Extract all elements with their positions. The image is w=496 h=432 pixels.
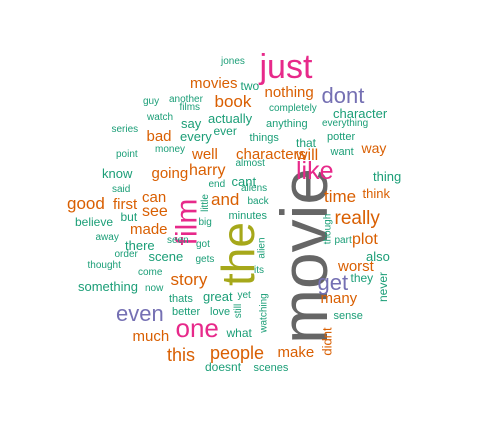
word-one: one xyxy=(175,313,219,343)
word-well: well xyxy=(192,145,218,163)
word-harry: harry xyxy=(189,162,226,179)
word-know: know xyxy=(102,165,133,181)
word-that: that xyxy=(296,136,317,150)
word-see: see xyxy=(142,203,168,220)
word-made: made xyxy=(130,220,168,238)
word-money: money xyxy=(155,144,186,155)
word-got: got xyxy=(196,239,210,250)
word-anything: anything xyxy=(266,117,308,130)
word-can: can xyxy=(142,188,167,206)
word-still: still xyxy=(233,303,245,319)
word-point: point xyxy=(116,149,138,160)
word-movies: movies xyxy=(190,74,238,92)
word-even: even xyxy=(116,301,164,326)
word-yet: yet xyxy=(237,290,251,301)
word-they: they xyxy=(350,271,374,285)
word-also: also xyxy=(366,248,390,264)
word-guy: guy xyxy=(143,96,160,107)
word-going: going xyxy=(151,164,189,182)
word-dont: dont xyxy=(321,83,365,108)
word-jones: jones xyxy=(221,56,245,67)
word-book: book xyxy=(214,91,252,111)
word-actually: actually xyxy=(208,110,253,126)
word-everything: everything xyxy=(322,118,369,129)
word-really: really xyxy=(334,207,380,229)
word-people: people xyxy=(210,343,265,363)
word-get: get xyxy=(317,270,349,295)
word-scene: scene xyxy=(148,248,184,264)
word-almost: almost xyxy=(235,158,265,169)
word-things: things xyxy=(249,131,279,144)
word-want: want xyxy=(330,145,354,158)
word-better: better xyxy=(172,305,201,318)
word-love: love xyxy=(210,305,231,318)
word-like: like xyxy=(296,156,334,185)
word-there: there xyxy=(125,237,155,253)
word-said: said xyxy=(112,184,131,195)
word-what: what xyxy=(226,326,252,340)
word-two: two xyxy=(240,79,260,93)
word-this: this xyxy=(167,345,196,365)
word-thats: thats xyxy=(169,292,193,305)
word-will: will xyxy=(296,147,319,164)
word-completely: completely xyxy=(269,103,317,114)
word-watch: watch xyxy=(147,112,174,123)
word-never: never xyxy=(376,271,391,303)
word-another: another xyxy=(169,94,203,105)
word-plot: plot xyxy=(352,231,378,248)
word-doesnt: doesnt xyxy=(205,360,242,374)
word-much: much xyxy=(132,327,170,345)
word-potter: potter xyxy=(327,130,356,143)
word-end: end xyxy=(208,179,226,190)
word-many: many xyxy=(320,289,358,307)
word-just: just xyxy=(259,48,313,86)
word-time: time xyxy=(324,186,357,206)
word-thought: thought xyxy=(87,260,121,271)
word-something: something xyxy=(78,278,138,294)
word-back: back xyxy=(247,196,269,207)
word-bad: bad xyxy=(146,127,172,145)
word-come: come xyxy=(138,267,163,278)
word-big: big xyxy=(198,217,212,228)
word-first: first xyxy=(113,195,138,213)
word-believe: believe xyxy=(75,215,114,229)
word-films: films xyxy=(179,102,201,113)
word-alien: alien xyxy=(256,237,268,259)
word-character: character xyxy=(333,105,388,121)
word-away: away xyxy=(95,232,119,243)
word-and: and xyxy=(211,189,240,209)
word-watching: watching xyxy=(258,293,270,333)
word-gets: gets xyxy=(195,254,215,265)
word-but: but xyxy=(120,210,138,224)
word-good: good xyxy=(67,193,105,213)
word-great: great xyxy=(203,288,233,304)
word-way: way xyxy=(361,140,387,156)
word-think: think xyxy=(362,185,390,201)
word-the: the xyxy=(211,222,264,286)
word-didnt: didnt xyxy=(319,326,335,356)
word-story: story xyxy=(170,269,208,289)
word-little: little xyxy=(199,194,211,212)
word-ever: ever xyxy=(213,124,237,138)
word-thing: thing xyxy=(373,168,402,184)
word-though: though xyxy=(321,213,333,245)
word-every: every xyxy=(180,128,212,144)
word-series: series xyxy=(111,124,139,135)
word-seen: seen xyxy=(167,235,189,246)
word-say: say xyxy=(181,115,202,131)
word-make: make xyxy=(277,343,315,361)
word-sense: sense xyxy=(333,309,363,322)
word-its: its xyxy=(254,265,264,276)
word-minutes: minutes xyxy=(228,209,268,222)
word-order: order xyxy=(114,249,138,260)
word-aliens: aliens xyxy=(241,183,268,194)
word-worst: worst xyxy=(338,257,374,275)
word-characters: characters xyxy=(236,145,307,163)
word-now: now xyxy=(145,283,164,294)
word-cant: cant xyxy=(231,173,257,189)
word-nothing: nothing xyxy=(264,83,314,101)
word-part: part xyxy=(334,235,352,246)
word-scenes: scenes xyxy=(253,361,289,374)
